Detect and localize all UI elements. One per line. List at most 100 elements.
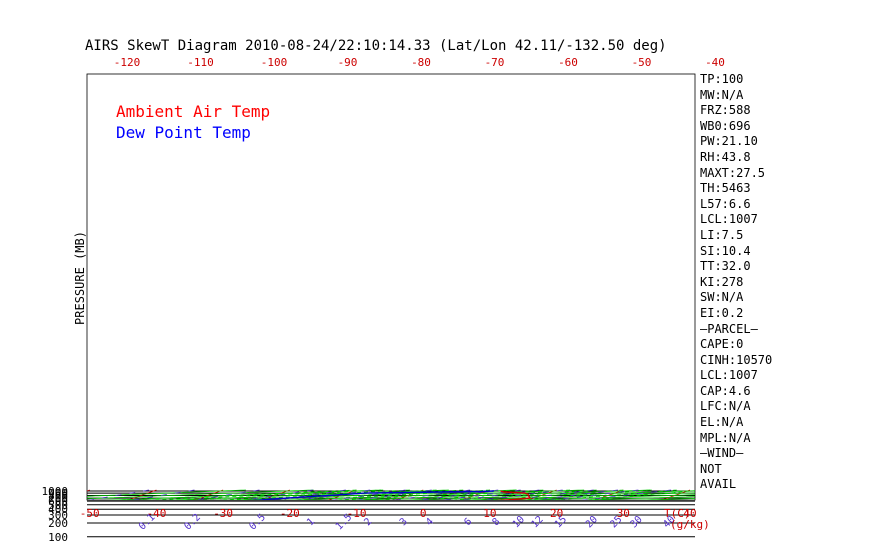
mixing-ratio-tick-label: 8 xyxy=(490,516,502,528)
temperature-profile-line xyxy=(494,490,532,500)
bottom-temp-tick-label: 20 xyxy=(550,507,563,520)
stat-item: LI:7.5 xyxy=(700,227,744,242)
mixing-ratio-tick-label: 2 xyxy=(362,516,374,528)
dry-adiabat-line xyxy=(454,492,695,500)
stat-item: L57:6.6 xyxy=(700,196,751,211)
stat-item: TP:100 xyxy=(700,72,744,86)
mixing-ratio-tick-label: 1 xyxy=(305,516,317,528)
pressure-tick-label: 400 xyxy=(48,503,68,516)
pressure-tick-label: 800 xyxy=(48,489,68,502)
background-lines xyxy=(0,489,695,537)
moist-adiabat-line xyxy=(481,489,624,500)
dewpoint-profile-line xyxy=(253,490,494,500)
mixing-ratio-line xyxy=(274,489,346,500)
mixing-ratio-line xyxy=(478,489,563,500)
bottom-temp-tick-label: 0 xyxy=(420,507,427,520)
moist-adiabat-line xyxy=(366,489,544,500)
mixing-ratio-line xyxy=(192,489,260,500)
pressure-tick-label: 1000 xyxy=(42,485,69,498)
mixing-ratio-tick-label: 10 xyxy=(511,514,527,530)
mixing-ratio-line xyxy=(549,489,639,500)
stat-item: KI:278 xyxy=(700,274,744,289)
chart-title: AIRS SkewT Diagram 2010-08-24/22:10:14.3… xyxy=(85,38,667,54)
bottom-temp-tick-label: -40 xyxy=(146,507,166,520)
stat-item: LCL:1007 xyxy=(700,212,758,227)
moist-adiabat-line xyxy=(285,489,490,500)
stat-item: AVAIL xyxy=(700,477,737,492)
bottom-temp-tick-label: -50 xyxy=(80,507,100,520)
stat-item: FRZ:588 xyxy=(700,103,751,118)
stat-item: MW:N/A xyxy=(700,87,744,102)
sounding-profiles xyxy=(253,490,532,500)
stat-item: –WIND– xyxy=(700,446,744,461)
stat-item: CAP:4.6 xyxy=(700,383,751,398)
mixing-ratio-line xyxy=(456,489,540,500)
stat-item: CINH:10570 xyxy=(700,352,773,367)
stat-item: MPL:N/A xyxy=(700,430,751,445)
mixing-ratio-tick-label: 30 xyxy=(629,514,645,530)
pressure-tick-label: 200 xyxy=(48,517,68,530)
isotherm-line xyxy=(660,489,691,500)
bottom-temp-tick-label: -10 xyxy=(347,507,367,520)
top-temp-tick-label: -90 xyxy=(338,56,358,69)
stat-item: TT:32.0 xyxy=(700,259,751,274)
stat-item: TH:5463 xyxy=(700,181,751,196)
pressure-tick-label: 600 xyxy=(48,495,68,508)
top-temp-tick-label: -110 xyxy=(187,56,214,69)
stat-item: LCL:1007 xyxy=(700,368,758,383)
bottom-temp-tick-labels: -50 -40 -30 -20 -10 0 10 20 30 40 xyxy=(80,507,697,520)
mixing-ratio-line xyxy=(530,489,619,500)
stat-item: CAPE:0 xyxy=(700,337,744,352)
stat-item: WB0:696 xyxy=(700,118,751,133)
moist-adiabat-line xyxy=(138,489,384,500)
isotherm-line xyxy=(127,489,157,500)
sounding-stats-panel: TP:100 MW:N/A FRZ:588 WB0:696 PW:21.10 RH:43.… xyxy=(700,72,865,493)
top-temp-tick-label: -100 xyxy=(261,56,288,69)
plot-frame xyxy=(86,73,696,501)
stat-item: SW:N/A xyxy=(700,290,744,305)
y-axis-label: PRESSURE (MB) xyxy=(73,231,87,325)
pressure-tick-label: 500 xyxy=(48,499,68,512)
dry-adiabat-line xyxy=(87,489,314,500)
bottom-temp-tick-label: -30 xyxy=(213,507,233,520)
top-temp-tick-label: -70 xyxy=(485,56,505,69)
x-unit-label: T(C) xyxy=(664,507,691,520)
top-temp-tick-label: -40 xyxy=(705,56,725,69)
stat-item: SI:10.4 xyxy=(700,243,751,258)
pressure-tick-label: 100 xyxy=(48,531,68,544)
mixing-ratio-tick-label: 3 xyxy=(398,516,410,528)
bottom-temp-tick-label: 10 xyxy=(483,507,496,520)
moist-adiabat-line xyxy=(406,489,571,500)
mixing-ratio-line xyxy=(297,489,371,500)
mixing-ratio-line xyxy=(243,489,313,500)
isobars xyxy=(86,73,696,538)
dry-adiabat-line xyxy=(87,489,246,497)
isotherm-line xyxy=(0,490,23,537)
top-temp-tick-label: -120 xyxy=(114,56,141,69)
top-temp-tick-label: -60 xyxy=(558,56,578,69)
dry-adiabat-line xyxy=(279,489,585,500)
bottom-temp-tick-label: 40 xyxy=(683,507,696,520)
top-temp-tick-labels: -120 -110 -100 -90 -80 -70 -60 -50 -40 xyxy=(114,56,725,69)
legend-entry: Dew Point Temp xyxy=(116,123,251,142)
mixing-ratio-tick-label: 4 xyxy=(424,516,436,528)
stat-item: NOT xyxy=(700,461,722,476)
moist-adiabat-line xyxy=(516,489,651,500)
bottom-temp-tick-label: 30 xyxy=(617,507,630,520)
mixing-ratio-line xyxy=(507,489,594,500)
mixing-ratio-unit-label: (g/kg) xyxy=(670,518,710,531)
moist-adiabat-line xyxy=(549,489,677,500)
mixing-ratio-line xyxy=(130,489,195,500)
legend-entry: Ambient Air Temp xyxy=(116,102,270,121)
stat-item: PW:21.10 xyxy=(700,134,758,149)
top-temp-tick-label: -50 xyxy=(632,56,652,69)
mixing-ratio-line xyxy=(87,489,150,500)
stat-item: –PARCEL– xyxy=(700,321,758,336)
stat-item: RH:43.8 xyxy=(700,149,751,164)
stat-item: LFC:N/A xyxy=(700,399,751,414)
pressure-tick-label: 700 xyxy=(48,492,68,505)
pressure-tick-label: 900 xyxy=(48,487,68,500)
pressure-tick-label: 300 xyxy=(48,509,68,522)
